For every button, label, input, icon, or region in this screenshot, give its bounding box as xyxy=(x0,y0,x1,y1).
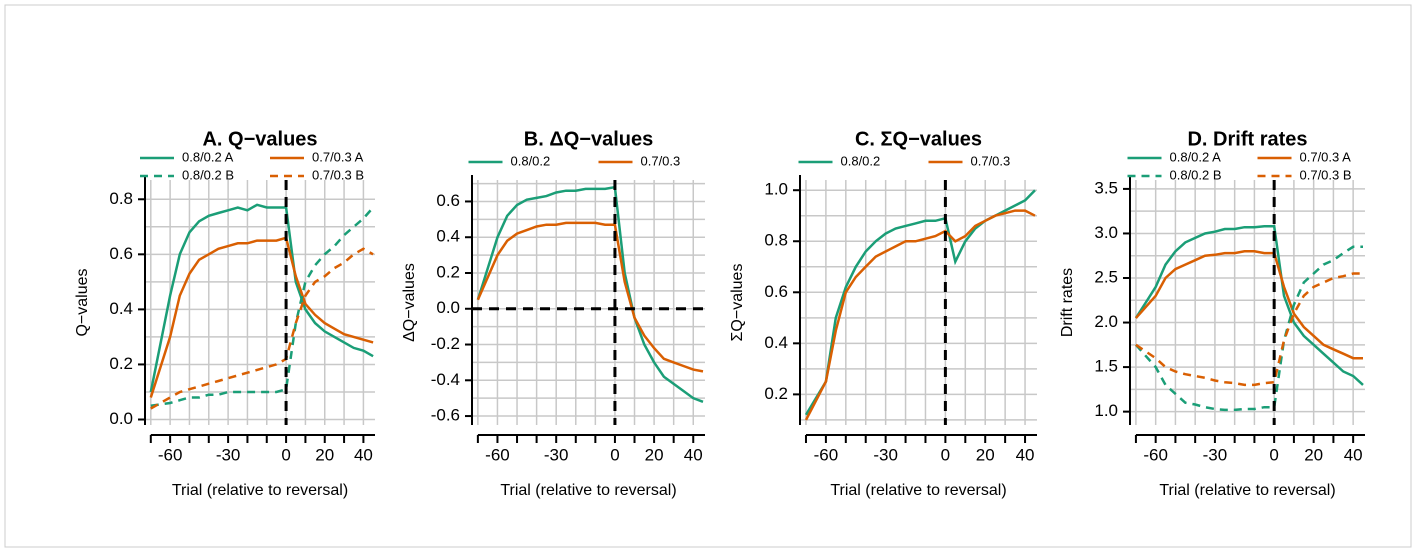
y-tick-label: 3.5 xyxy=(1094,178,1118,197)
x-tick-label: 20 xyxy=(315,445,334,464)
series-line xyxy=(150,247,374,410)
y-tick-label: 0.2 xyxy=(109,354,133,373)
y-axis-label: ΔQ−values xyxy=(401,263,418,342)
series-line xyxy=(149,203,374,393)
x-tick-label: -60 xyxy=(814,445,839,464)
y-tick-label: 1.0 xyxy=(764,180,788,199)
legend-label: 0.8/0.2 xyxy=(841,153,881,168)
x-tick-label: 20 xyxy=(976,445,995,464)
legend-label: 0.8/0.2 xyxy=(511,153,551,168)
x-tick-label: 40 xyxy=(684,445,703,464)
x-tick-label: 20 xyxy=(1304,445,1323,464)
legend-label: 0.8/0.2 A xyxy=(182,149,234,164)
x-tick-label: -60 xyxy=(485,445,510,464)
x-axis-label: Trial (relative to reversal) xyxy=(500,482,676,499)
x-tick-label: 40 xyxy=(1344,445,1363,464)
y-tick-label: 0.6 xyxy=(436,191,460,210)
series-line xyxy=(476,185,704,403)
y-tick-label: 0.0 xyxy=(109,409,133,428)
y-tick-label: 2.5 xyxy=(1094,267,1118,286)
x-tick-label: 0 xyxy=(281,445,290,464)
y-tick-label: 0.4 xyxy=(764,333,788,352)
y-tick-label: 0.4 xyxy=(436,227,460,246)
x-tick-label: 20 xyxy=(645,445,664,464)
x-axis-label: Trial (relative to reversal) xyxy=(1159,482,1335,499)
x-tick-label: -60 xyxy=(158,445,183,464)
series-line xyxy=(804,209,1036,421)
x-tick-label: -30 xyxy=(216,445,241,464)
x-tick-label: -60 xyxy=(1143,445,1168,464)
x-tick-label: 40 xyxy=(1016,445,1035,464)
y-tick-label: 0.4 xyxy=(109,299,133,318)
x-tick-label: -30 xyxy=(873,445,898,464)
x-tick-label: 0 xyxy=(941,445,950,464)
y-axis-label: ΣQ−values xyxy=(729,264,746,342)
panel-title: A. Q−values xyxy=(202,128,317,150)
panel-title: C. ΣQ−values xyxy=(855,128,982,150)
series-line xyxy=(149,236,374,398)
y-tick-label: 0.6 xyxy=(764,282,788,301)
y-tick-label: 0.2 xyxy=(436,262,460,281)
y-tick-label: 2.0 xyxy=(1094,312,1118,331)
x-tick-label: 0 xyxy=(610,445,619,464)
x-axis-label: Trial (relative to reversal) xyxy=(172,482,348,499)
series-line xyxy=(1134,225,1364,386)
x-axis-label: Trial (relative to reversal) xyxy=(830,482,1006,499)
x-tick-label: 40 xyxy=(354,445,373,464)
y-tick-label: 3.0 xyxy=(1094,223,1118,242)
y-tick-label: -0.2 xyxy=(431,334,460,353)
x-tick-label: -30 xyxy=(544,445,569,464)
legend-label: 0.7/0.3 xyxy=(641,153,681,168)
series-line xyxy=(1134,250,1363,360)
series-line xyxy=(1134,245,1363,412)
legend-label: 0.7/0.3 B xyxy=(1300,167,1352,182)
panel-title: B. ΔQ−values xyxy=(524,128,653,150)
legend-label: 0.7/0.3 xyxy=(971,153,1011,168)
legend-label: 0.7/0.3 A xyxy=(1300,149,1352,164)
panel-title: D. Drift rates xyxy=(1187,128,1307,150)
y-axis-label: Drift rates xyxy=(1059,268,1076,337)
series-line xyxy=(150,206,375,407)
y-tick-label: 1.5 xyxy=(1094,357,1118,376)
legend-label: 0.7/0.3 A xyxy=(312,149,364,164)
y-axis-label: Q−values xyxy=(74,268,91,336)
x-tick-label: 0 xyxy=(1269,445,1278,464)
legend-label: 0.7/0.3 B xyxy=(312,167,364,182)
series-line xyxy=(1135,272,1363,387)
legend-label: 0.8/0.2 B xyxy=(182,167,234,182)
frame xyxy=(4,4,1412,548)
legend-label: 0.8/0.2 A xyxy=(1170,149,1222,164)
y-tick-label: 0.2 xyxy=(764,384,788,403)
y-tick-label: 0.6 xyxy=(109,244,133,263)
y-tick-label: 1.0 xyxy=(1094,401,1118,420)
y-tick-label: -0.4 xyxy=(431,370,460,389)
y-tick-label: -0.6 xyxy=(431,406,460,425)
y-tick-label: 0.8 xyxy=(109,189,133,208)
x-tick-label: -30 xyxy=(1203,445,1228,464)
legend-label: 0.8/0.2 B xyxy=(1170,167,1222,182)
y-tick-label: 0.0 xyxy=(436,298,460,317)
y-tick-label: 0.8 xyxy=(764,231,788,250)
series-line xyxy=(476,221,704,373)
